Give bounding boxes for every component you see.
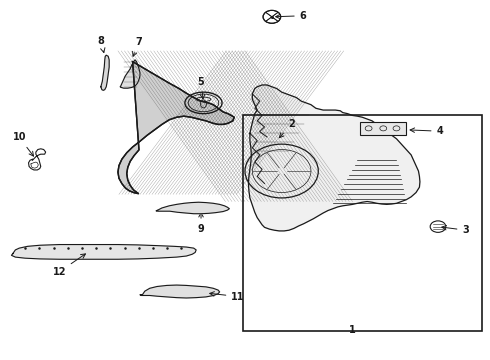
Polygon shape — [118, 62, 234, 194]
Text: 3: 3 — [442, 225, 469, 235]
Text: 1: 1 — [349, 325, 356, 335]
Text: 12: 12 — [52, 254, 85, 277]
Text: 7: 7 — [133, 37, 142, 56]
Polygon shape — [11, 244, 196, 259]
Text: 8: 8 — [98, 36, 105, 53]
Polygon shape — [121, 60, 140, 88]
Polygon shape — [156, 202, 229, 214]
Text: 9: 9 — [197, 212, 204, 234]
Bar — [243, 116, 482, 330]
Polygon shape — [140, 285, 220, 298]
Polygon shape — [101, 55, 109, 90]
Polygon shape — [248, 85, 420, 231]
Text: 10: 10 — [13, 132, 33, 156]
Text: 2: 2 — [279, 120, 295, 138]
Text: 6: 6 — [276, 11, 306, 21]
Text: 5: 5 — [197, 77, 205, 99]
Bar — [360, 122, 406, 135]
Text: 11: 11 — [210, 292, 245, 302]
Text: 4: 4 — [410, 126, 443, 136]
